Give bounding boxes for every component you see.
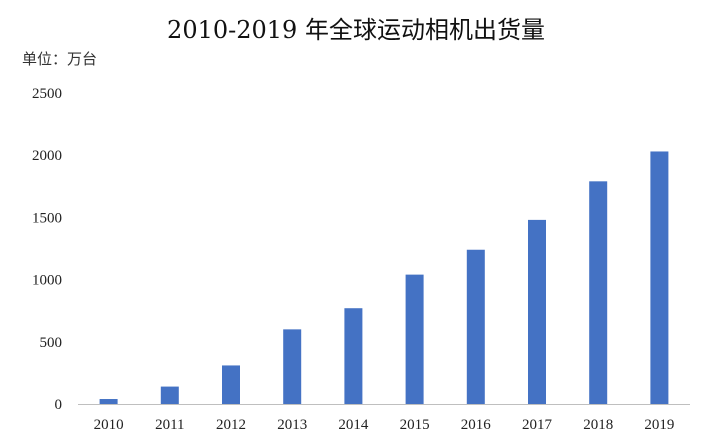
y-tick-label: 1500 [32, 210, 62, 226]
y-tick-label: 500 [40, 335, 63, 351]
bar-2011 [160, 386, 179, 404]
x-tick-label: 2011 [155, 417, 184, 433]
bar-2019 [650, 151, 669, 404]
y-tick-label: 2500 [32, 86, 62, 102]
y-tick-label: 1000 [32, 273, 62, 289]
y-tick-label: 0 [55, 397, 63, 413]
bar-2016 [466, 249, 485, 404]
bar-2012 [222, 365, 240, 404]
unit-label: 单位：万台 [22, 50, 98, 68]
bar-2013 [283, 329, 302, 404]
chart-title: 2010-2019 年全球运动相机出货量 [167, 16, 545, 44]
y-tick-label: 2000 [32, 148, 62, 164]
x-tick-label: 2018 [583, 417, 613, 433]
bar-2014 [344, 308, 363, 404]
x-tick-label: 2014 [338, 417, 369, 433]
bar-2018 [589, 181, 608, 404]
x-tick-label: 2012 [216, 417, 246, 433]
x-tick-label: 2010 [94, 417, 124, 433]
x-tick-label: 2016 [461, 417, 492, 433]
x-tick-label: 2017 [522, 417, 553, 433]
x-tick-label: 2015 [400, 417, 430, 433]
bar-2010 [99, 399, 118, 404]
bar-2017 [528, 219, 546, 404]
bar-2015 [405, 274, 424, 404]
x-tick-label: 2019 [644, 417, 674, 433]
x-tick-label: 2013 [277, 417, 307, 433]
